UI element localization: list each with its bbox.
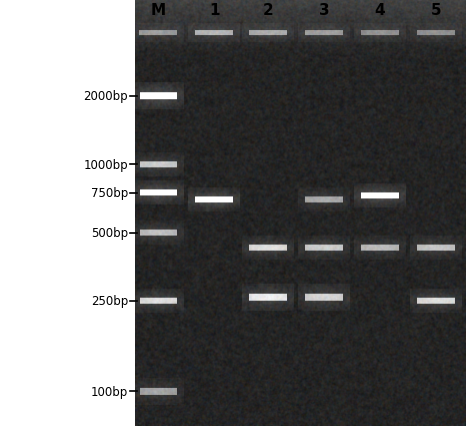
Text: M: M [151,3,166,18]
Text: 2: 2 [262,3,274,18]
Text: 2000bp: 2000bp [83,90,128,103]
Text: 750bp: 750bp [91,187,128,200]
Text: 250bp: 250bp [91,295,128,308]
Text: 1000bp: 1000bp [83,158,128,171]
Text: 5: 5 [431,3,441,18]
Text: 3: 3 [319,3,329,18]
Text: 500bp: 500bp [91,227,128,239]
Text: 4: 4 [375,3,385,18]
Text: 1: 1 [209,3,219,18]
Text: 100bp: 100bp [91,385,128,398]
